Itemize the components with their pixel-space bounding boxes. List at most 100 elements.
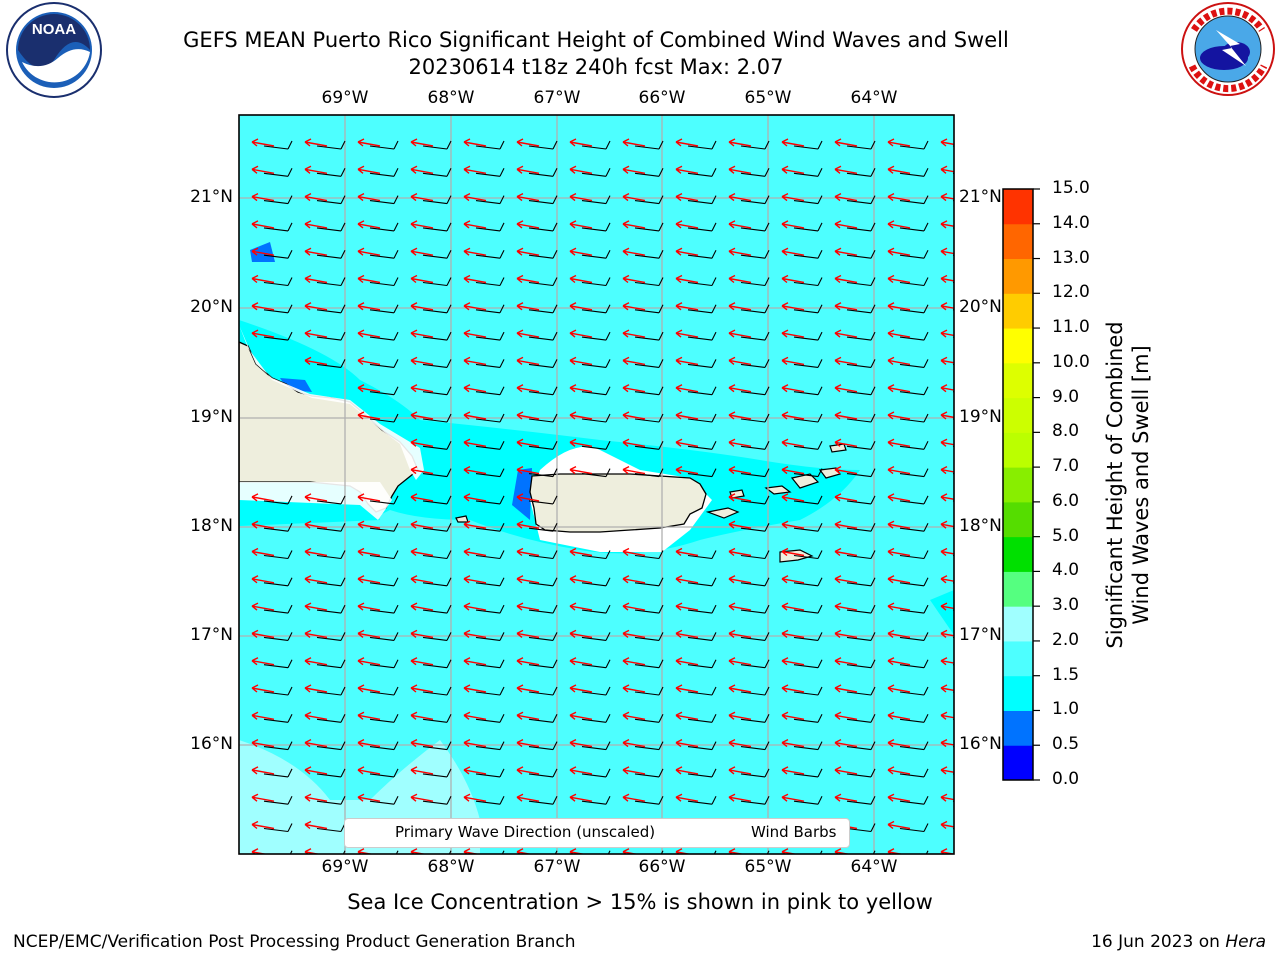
wind-barb	[263, 741, 293, 751]
wave-direction-arrow	[675, 411, 699, 420]
wind-barb	[634, 222, 664, 232]
calm-zone	[250, 242, 275, 262]
wave-direction-arrow	[675, 602, 699, 611]
wind-barb	[952, 281, 954, 284]
wind-barb	[475, 714, 505, 723]
wind-barb	[581, 741, 611, 751]
wind-barb	[422, 277, 452, 287]
wave-direction-arrow	[463, 302, 487, 311]
wave-direction-arrow	[251, 302, 275, 311]
wind-barb	[528, 714, 558, 723]
wind-barb	[793, 249, 823, 259]
wave-direction-arrow	[304, 629, 328, 639]
colorbar-tick-label: 14.0	[1052, 212, 1090, 233]
colorbar-segment	[1003, 606, 1033, 642]
wave-direction-arrow	[622, 384, 646, 393]
wind-barb	[263, 686, 293, 696]
wind-barb	[952, 172, 954, 174]
wind-barb	[475, 140, 505, 150]
wave-direction-arrow	[410, 384, 434, 393]
wind-barb	[740, 632, 770, 641]
wind-barb	[607, 850, 611, 854]
wave-direction-arrow	[728, 411, 752, 420]
wave-direction-arrow	[940, 793, 954, 802]
wave-direction-arrow	[728, 711, 752, 720]
wind-barb	[687, 768, 717, 778]
wind-barb	[581, 386, 611, 396]
wave-direction-arrow	[887, 602, 911, 611]
wind-barb	[369, 195, 399, 205]
lon-tick-label-top: 69°W	[321, 88, 369, 108]
wind-barb	[846, 768, 876, 778]
wave-direction-arrow	[887, 438, 911, 447]
wind-barb	[687, 277, 717, 287]
wind-barb	[475, 632, 505, 641]
colorbar-segment	[1003, 189, 1033, 225]
wind-barb	[422, 714, 452, 723]
footer-date: 16 Jun 2023 on Hera	[1091, 932, 1266, 952]
wave-direction-arrow	[940, 411, 954, 420]
wind-barb	[687, 795, 717, 805]
wave-direction-arrow	[781, 629, 805, 639]
colorbar	[1003, 189, 1033, 781]
wave-direction-arrow	[834, 575, 858, 584]
wave-direction-arrow	[887, 192, 911, 202]
wave-direction-arrow	[569, 575, 593, 584]
wind-barb	[528, 686, 558, 696]
wave-direction-arrow	[463, 384, 487, 393]
footer-branch: NCEP/EMC/Verification Post Processing Pr…	[13, 932, 576, 952]
wave-direction-arrow	[728, 520, 752, 529]
wave-direction-arrow	[357, 738, 381, 748]
wind-barb	[263, 823, 293, 833]
wave-direction-arrow	[251, 138, 275, 147]
wind-barb	[793, 714, 823, 723]
wind-barb	[501, 850, 505, 854]
wave-direction-arrow	[622, 575, 646, 584]
wave-direction-arrow	[304, 657, 328, 666]
wave-direction-arrow	[781, 192, 805, 202]
wave-direction-arrow	[887, 738, 911, 748]
wind-barb	[740, 195, 770, 205]
wave-direction-arrow	[834, 657, 858, 666]
wave-direction-arrow	[251, 192, 275, 202]
colorbar-title-line1: Significant Height of Combined	[1103, 321, 1127, 649]
wave-direction-arrow	[622, 465, 646, 475]
wave-direction-arrow	[940, 711, 954, 720]
wave-direction-arrow	[569, 793, 593, 802]
lat-tick-label-left: 21°N	[190, 187, 233, 207]
wave-direction-arrow	[940, 465, 954, 475]
wave-direction-arrow	[304, 547, 328, 557]
wave-direction-arrow	[728, 356, 752, 366]
colorbar-segment	[1003, 501, 1033, 538]
wave-direction-arrow	[410, 629, 434, 639]
colorbar-tick-label: 5.0	[1052, 525, 1080, 546]
wind-barb	[899, 550, 929, 560]
wind-barb	[899, 304, 929, 314]
sea-ice-note: Sea Ice Concentration > 15% is shown in …	[347, 890, 933, 914]
colorbar-ticks	[1033, 188, 1040, 781]
wind-barb	[846, 550, 876, 560]
wave-direction-arrow	[410, 356, 434, 366]
wind-barb	[634, 604, 664, 614]
wave-direction-arrow	[569, 684, 593, 693]
colorbar-segment	[1003, 640, 1033, 677]
wind-barb	[846, 140, 876, 150]
wind-barb	[422, 604, 452, 614]
wave-direction-arrow	[675, 793, 699, 802]
wave-direction-arrow	[728, 684, 752, 693]
wind-barb	[475, 659, 505, 669]
wave-direction-arrow	[728, 793, 752, 802]
wind-barb	[899, 222, 929, 232]
wind-barb	[475, 741, 505, 751]
wind-barb	[899, 468, 929, 478]
wind-barb	[793, 441, 823, 450]
wave-direction-arrow	[410, 575, 434, 584]
wave-direction-arrow	[463, 165, 487, 174]
wind-barb	[846, 359, 876, 368]
wind-barb	[395, 850, 399, 854]
wave-direction-arrow	[251, 820, 275, 830]
wind-barb	[422, 659, 452, 669]
wave-direction-arrow	[781, 575, 805, 584]
wind-barb	[952, 582, 954, 584]
